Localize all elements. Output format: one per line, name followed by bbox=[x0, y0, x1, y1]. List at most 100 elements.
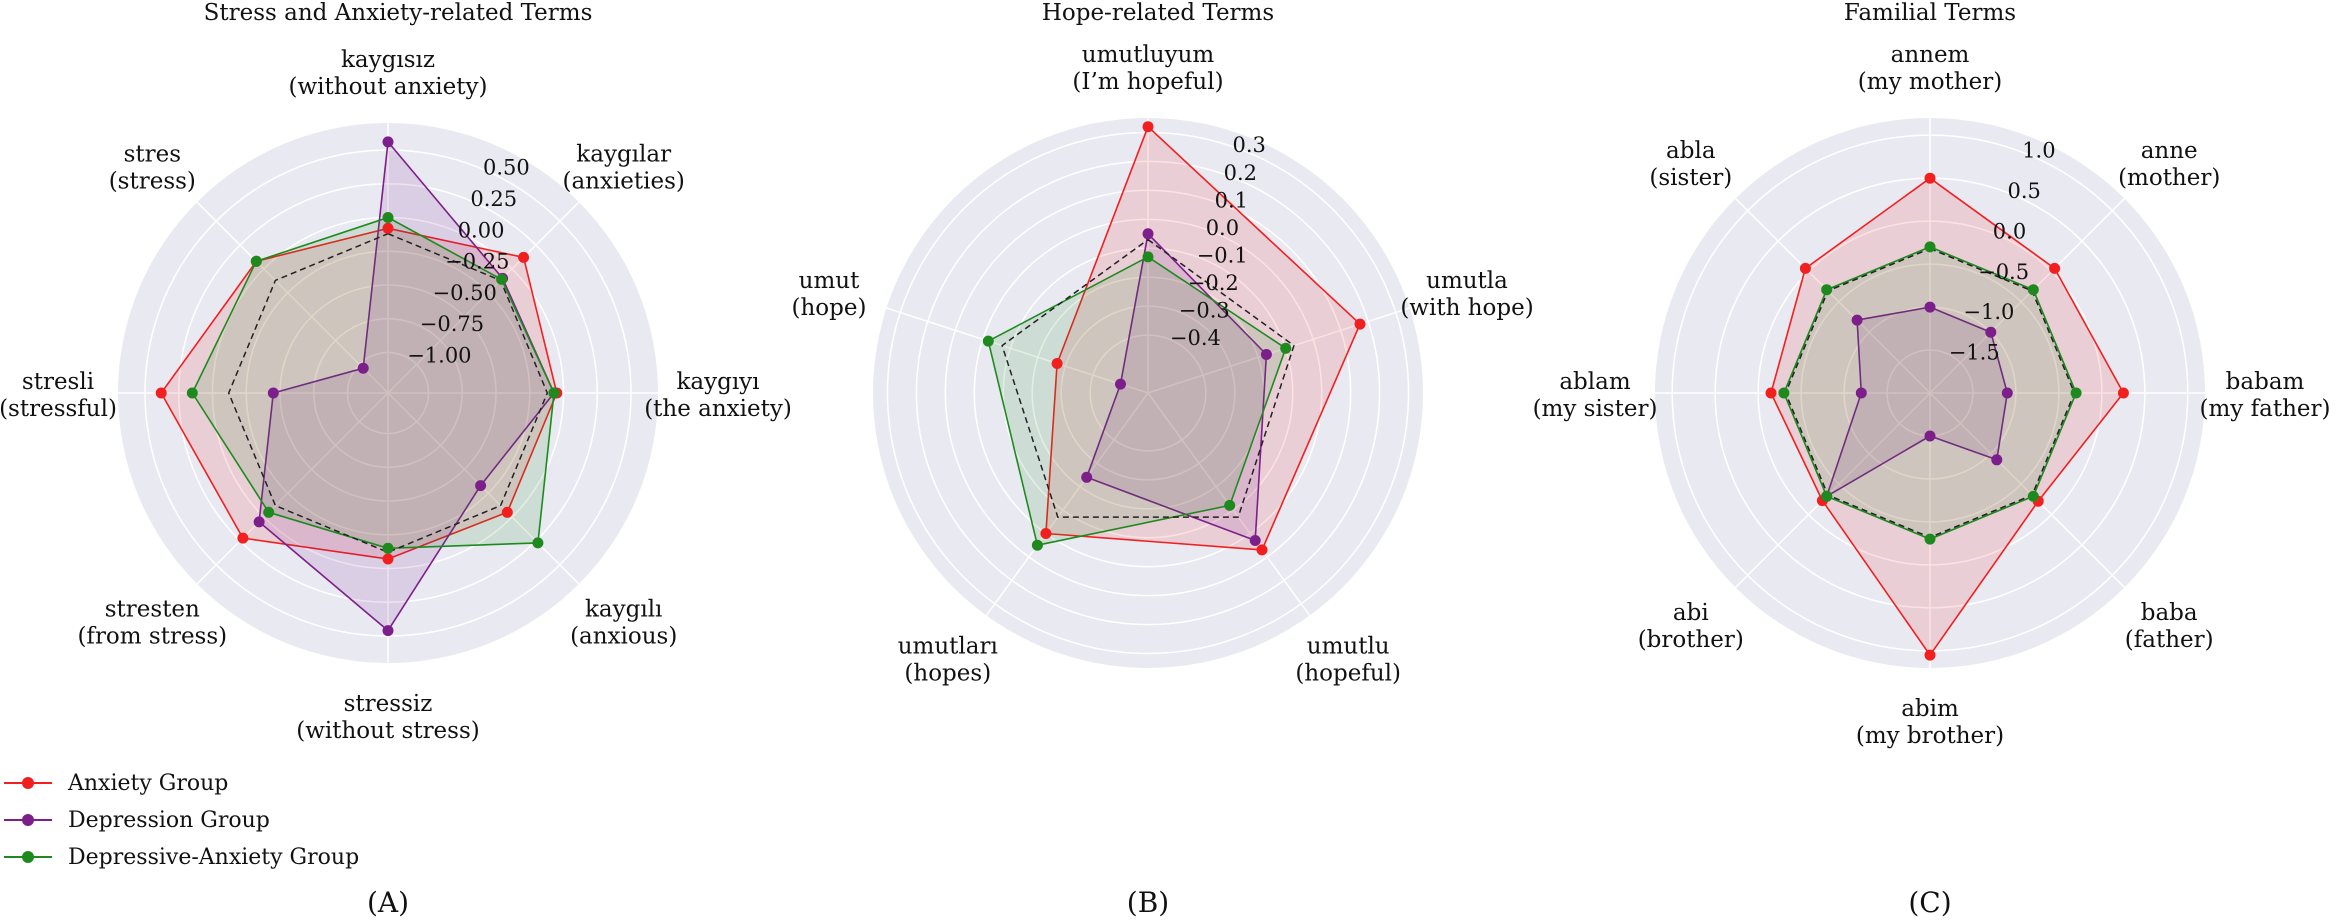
radial-tick-label: −1.00 bbox=[407, 343, 471, 367]
axis-label: stresli (stressful) bbox=[0, 369, 117, 422]
radial-tick-label: −0.25 bbox=[445, 250, 509, 274]
axis-gloss: (I’m hopeful) bbox=[1072, 69, 1223, 95]
axis-term: kaygılı bbox=[585, 597, 662, 623]
series-area-depressive-anxiety bbox=[987, 256, 1287, 547]
data-point-depression bbox=[1851, 314, 1863, 326]
data-point-depressive-anxiety bbox=[263, 506, 275, 518]
data-point-anxiety bbox=[1354, 318, 1366, 330]
axis-term: umut bbox=[799, 268, 860, 294]
data-point-depressive-anxiety bbox=[1280, 342, 1292, 354]
data-point-depression bbox=[1249, 535, 1261, 546]
data-point-anxiety bbox=[382, 222, 394, 234]
axis-label: abi (brother) bbox=[1638, 600, 1744, 653]
data-point-depressive-anxiety bbox=[2070, 387, 2082, 399]
axis-gloss: (mother) bbox=[2118, 165, 2220, 191]
axis-term: stressiz bbox=[344, 691, 433, 717]
legend-marker-anxiety bbox=[22, 777, 34, 789]
radial-tick-label: 0.0 bbox=[1206, 216, 1239, 240]
axis-gloss: (from stress) bbox=[77, 624, 227, 650]
axis-gloss: (anxious) bbox=[570, 624, 677, 650]
radar-spoke bbox=[1735, 392, 1931, 588]
radial-tick-label: −0.5 bbox=[1978, 260, 2029, 284]
data-point-anxiety bbox=[1040, 528, 1052, 539]
radial-tick-label: −0.50 bbox=[433, 281, 497, 305]
data-point-depressive-anxiety bbox=[186, 387, 198, 399]
radial-tick-label: 0.1 bbox=[1215, 188, 1248, 212]
panel-label: (C) bbox=[1908, 886, 1951, 919]
data-point-depressive-anxiety bbox=[1821, 284, 1833, 296]
baseline-polygon bbox=[227, 232, 549, 554]
data-point-depressive-anxiety bbox=[1821, 490, 1833, 502]
axis-term: annem bbox=[1891, 42, 1970, 68]
radar-series bbox=[982, 121, 1366, 556]
radial-tick-label: −0.75 bbox=[420, 312, 484, 336]
legend: Anxiety Group Depression Group Depressiv… bbox=[4, 771, 359, 870]
radial-tick-label: 0.50 bbox=[483, 156, 530, 180]
radar-series bbox=[1765, 172, 2129, 661]
axis-term: stresten bbox=[105, 597, 200, 623]
axis-gloss: (my mother) bbox=[1858, 69, 2002, 95]
data-point-depressive-anxiety bbox=[1924, 533, 1936, 545]
data-point-anxiety bbox=[155, 387, 167, 399]
data-point-depression bbox=[1924, 301, 1936, 313]
axis-label: umutla (with hope) bbox=[1400, 268, 1533, 321]
data-point-depression bbox=[1081, 471, 1093, 483]
axis-label: umutluyum (I’m hopeful) bbox=[1072, 42, 1223, 95]
axis-term: anne bbox=[2141, 138, 2198, 164]
radial-tick-label: 0.3 bbox=[1233, 133, 1266, 157]
radar-spoke bbox=[1147, 307, 1410, 394]
axis-term: babam bbox=[2226, 369, 2305, 395]
data-point-depression bbox=[357, 362, 369, 374]
radar-spoke bbox=[387, 201, 580, 394]
data-point-depressive-anxiety bbox=[496, 273, 508, 285]
data-point-depression bbox=[1991, 454, 2003, 466]
legend-item-depression: Depression Group bbox=[4, 808, 270, 833]
radar-spoke bbox=[1929, 392, 2125, 588]
axis-term: abim bbox=[1901, 696, 1959, 722]
data-point-anxiety bbox=[382, 553, 394, 565]
radar-spoke bbox=[985, 392, 1149, 616]
legend-marker-depressive-anxiety bbox=[22, 851, 34, 863]
axis-term: baba bbox=[2141, 600, 2198, 626]
data-point-anxiety bbox=[1051, 358, 1063, 369]
data-point-depressive-anxiety bbox=[532, 537, 544, 549]
axis-term: abla bbox=[1666, 138, 1716, 164]
axis-gloss: (hopes) bbox=[904, 661, 991, 687]
axis-gloss: (father) bbox=[2125, 627, 2214, 653]
radial-tick-label: 0.2 bbox=[1224, 161, 1257, 185]
radar-axis-labels: annem (my mother) anne (mother) babam (my fat… bbox=[1533, 42, 2331, 749]
axis-label: kaygılar (anxieties) bbox=[562, 141, 684, 194]
data-point-depression bbox=[1115, 378, 1126, 390]
axis-term: kaygıyı bbox=[676, 369, 759, 395]
data-point-depressive-anxiety bbox=[2027, 490, 2039, 502]
axis-label: baba (father) bbox=[2125, 600, 2214, 653]
axis-term: umutlu bbox=[1307, 634, 1390, 660]
axis-label: anne (mother) bbox=[2118, 138, 2220, 191]
data-point-depression bbox=[475, 480, 487, 492]
radar-series bbox=[155, 136, 563, 637]
legend-label-anxiety: Anxiety Group bbox=[67, 771, 228, 796]
radial-tick-label: −0.4 bbox=[1170, 326, 1221, 350]
baseline-polygon bbox=[1001, 238, 1295, 518]
legend-item-depressive-anxiety: Depressive-Anxiety Group bbox=[4, 845, 359, 870]
axis-gloss: (hope) bbox=[792, 295, 867, 321]
data-point-depression bbox=[253, 516, 265, 528]
radar-radial-ticks: −0.4 −0.3 −0.2 −0.1 0.0 0.1 0.2 0.3 bbox=[1170, 133, 1266, 350]
data-point-depression bbox=[1985, 326, 1997, 338]
data-point-depressive-anxiety bbox=[1031, 539, 1043, 551]
data-point-depression bbox=[2001, 387, 2013, 399]
data-point-anxiety bbox=[501, 506, 513, 518]
axis-gloss: (stressful) bbox=[0, 396, 117, 422]
radar-axis-labels: kaygısız (without anxiety) kaygılar (anxiet… bbox=[0, 47, 792, 744]
data-point-anxiety bbox=[518, 251, 530, 263]
legend-label-depression: Depression Group bbox=[68, 808, 270, 833]
data-point-depression bbox=[267, 387, 279, 399]
axis-gloss: (sister) bbox=[1649, 165, 1732, 191]
data-point-depressive-anxiety bbox=[382, 542, 394, 554]
axis-gloss: (without stress) bbox=[296, 718, 480, 744]
radial-tick-label: 0.00 bbox=[458, 218, 505, 242]
radar-panel-b: Hope-related Terms umutluyum (I’m hopeful… bbox=[792, 0, 1534, 919]
axis-label: stres (stress) bbox=[109, 141, 196, 194]
data-point-depression bbox=[382, 625, 394, 637]
radar-axis-labels: umutluyum (I’m hopeful) umutla (with hope) u… bbox=[792, 42, 1534, 687]
